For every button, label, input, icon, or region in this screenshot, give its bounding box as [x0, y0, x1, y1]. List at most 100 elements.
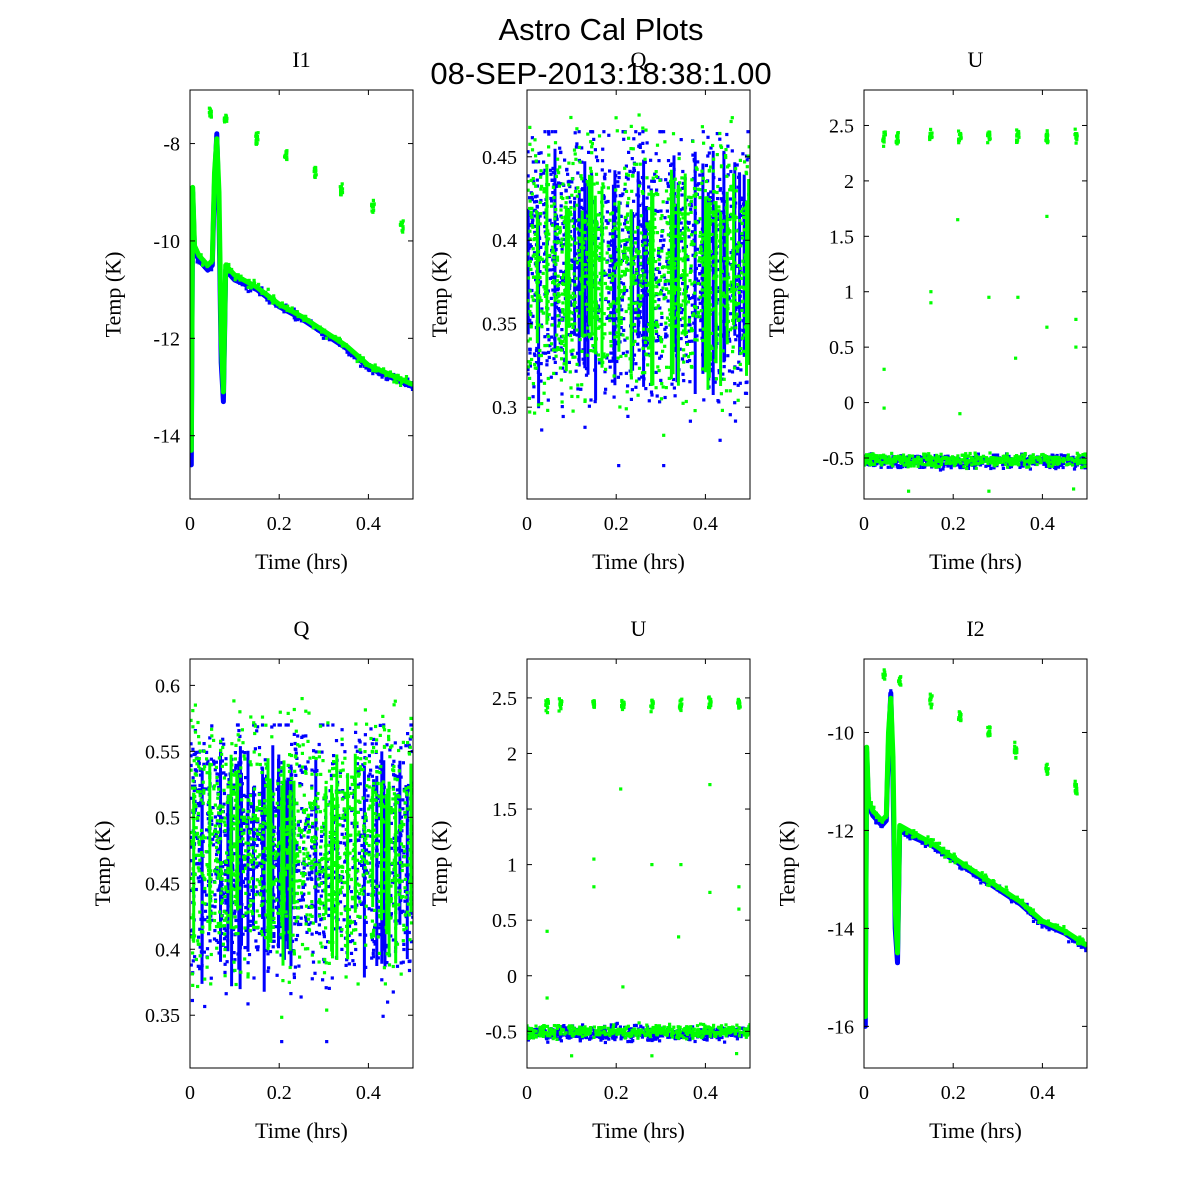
data-point — [596, 353, 600, 357]
data-point — [958, 465, 962, 469]
data-point — [545, 359, 549, 363]
data-point — [528, 318, 532, 322]
data-point — [225, 119, 229, 123]
data-point — [658, 262, 662, 266]
data-point — [956, 460, 960, 464]
data-point — [619, 332, 623, 336]
data-point — [700, 288, 704, 292]
data-point — [740, 213, 744, 218]
data-point — [356, 358, 360, 362]
data-point — [399, 223, 404, 227]
data-point — [706, 135, 710, 139]
data-point — [600, 159, 605, 163]
data-point — [700, 181, 704, 185]
data-point — [574, 276, 578, 280]
data-point — [625, 260, 629, 264]
data-point — [929, 290, 933, 294]
data-point — [689, 210, 693, 214]
axes-frame — [863, 89, 1088, 500]
data-point — [940, 457, 944, 461]
data-point — [959, 136, 963, 140]
data-point — [992, 466, 996, 470]
data-point — [644, 278, 648, 283]
data-point — [535, 178, 539, 182]
data-point — [562, 271, 566, 275]
data-point — [543, 292, 547, 296]
data-point — [739, 351, 743, 355]
data-point — [699, 282, 703, 286]
data-point — [556, 168, 560, 172]
data-point — [579, 174, 583, 178]
data-point — [276, 303, 280, 307]
data-point — [578, 239, 582, 243]
data-point — [627, 136, 631, 140]
data-point — [551, 281, 555, 285]
data-point — [309, 921, 313, 925]
data-point — [686, 300, 690, 304]
data-point — [555, 222, 559, 227]
data-point — [913, 454, 917, 459]
data-point — [1030, 457, 1035, 461]
data-point — [619, 321, 623, 325]
data-point — [364, 868, 368, 872]
data-point — [268, 950, 273, 954]
data-point — [555, 279, 560, 283]
data-point — [881, 139, 885, 143]
data-point — [290, 306, 294, 310]
data-point — [986, 461, 990, 465]
data-point — [550, 245, 554, 249]
data-point — [625, 240, 629, 244]
data-point — [557, 184, 561, 188]
data-point — [292, 316, 296, 320]
data-point — [575, 285, 579, 289]
data-point — [227, 264, 231, 268]
data-point — [583, 399, 587, 403]
data-point — [355, 824, 359, 829]
data-point — [555, 333, 559, 337]
data-point — [744, 380, 748, 385]
data-point — [734, 278, 738, 282]
data-point — [547, 145, 551, 149]
data-point — [556, 157, 560, 161]
data-point — [625, 350, 629, 354]
data-point — [880, 463, 884, 467]
data-point — [709, 219, 713, 223]
data-point — [615, 308, 619, 312]
data-point — [690, 233, 694, 237]
data-point — [382, 367, 386, 371]
data-point — [686, 355, 691, 359]
data-point — [598, 325, 602, 329]
data-point — [296, 734, 300, 738]
data-point — [354, 922, 358, 926]
data-point — [693, 338, 697, 342]
data-point — [662, 275, 666, 279]
data-point — [740, 307, 744, 311]
data-point — [579, 387, 583, 391]
data-point — [656, 365, 660, 369]
data-point — [659, 209, 663, 213]
data-point — [730, 263, 734, 267]
data-point — [693, 205, 697, 210]
data-point — [745, 165, 749, 169]
data-point — [1014, 462, 1018, 466]
data-point — [687, 339, 691, 343]
data-point — [655, 285, 659, 289]
data-point — [563, 158, 567, 162]
data-point — [570, 263, 574, 267]
data-point — [403, 931, 407, 935]
data-point — [679, 239, 684, 243]
data-point — [1073, 459, 1077, 463]
data-point — [1057, 460, 1061, 464]
data-point — [647, 206, 651, 211]
data-point — [923, 463, 927, 467]
data-point — [373, 925, 377, 929]
data-point — [537, 294, 541, 298]
data-point — [614, 263, 618, 267]
data-point — [719, 392, 723, 396]
data-point — [673, 324, 677, 329]
data-point — [586, 280, 590, 284]
data-point — [734, 326, 738, 330]
data-point — [928, 456, 933, 460]
data-point — [728, 217, 732, 222]
data-point — [562, 362, 566, 366]
